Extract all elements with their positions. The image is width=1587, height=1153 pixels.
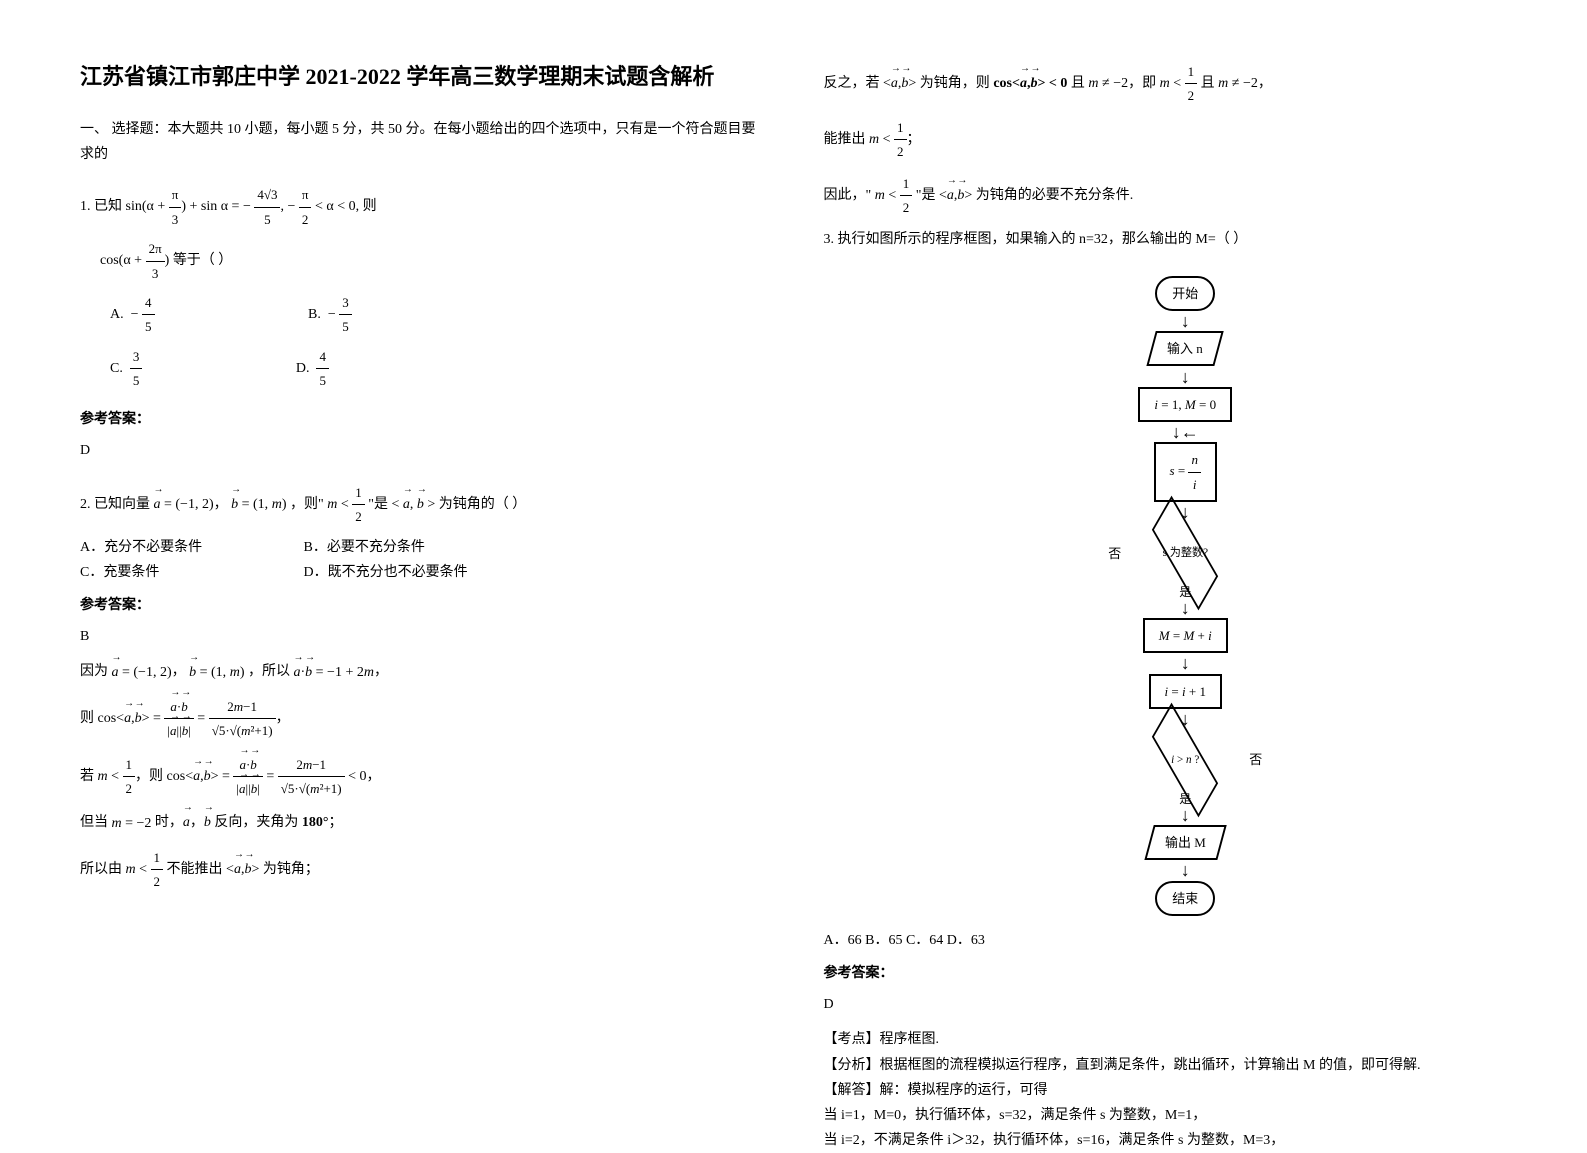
q3-answer: D (824, 992, 1508, 1017)
arrow-icon: ↓ (1181, 313, 1190, 329)
q2-angle: < a, b > (391, 492, 435, 517)
flow-cond1-text: s 为整数? (1163, 543, 1208, 563)
q1-optA: A. − 45 (110, 291, 255, 339)
q2-mid: ，则" (290, 497, 324, 512)
flow-assign-s: s = ni (1154, 442, 1217, 502)
flow-yes2: 是 (1179, 789, 1191, 811)
q1-optD: D. 45 (296, 345, 429, 393)
q2-optC: C．充要条件 (80, 560, 300, 585)
section-one-heading: 一、 选择题：本大题共 10 小题，每小题 5 分，共 50 分。在每小题给出的… (80, 117, 764, 167)
col2-line3: 因此，" m < 12 "是 <a,b> 为钝角的必要不充分条件. (824, 172, 1508, 220)
flow-output: 输出 M (1144, 825, 1226, 860)
q1-optC: C. 35 (110, 345, 242, 393)
q3-kaodian: 【考点】程序框图. (824, 1027, 1508, 1052)
jieda-text: 解：模拟程序的运行，可得 (880, 1083, 1048, 1098)
q2-cond: m < 12 (327, 481, 365, 529)
q2-sol1-dot: a·b = −1 + 2m (293, 660, 373, 685)
q2-answer-label: 参考答案： (80, 593, 764, 618)
q3-step1: 当 i=1，M=0，执行循环体，s=32，满足条件 s 为整数，M=1， (824, 1103, 1508, 1128)
arrow-icon: ↓ (1181, 655, 1190, 671)
q3-fenxi: 【分析】根据框图的流程模拟运行程序，直到满足条件，跳出循环，计算输出 M 的值，… (824, 1053, 1508, 1078)
flow-input-text: 输入 n (1167, 337, 1203, 360)
q2-sol1-a: a = (−1, 2) (112, 660, 172, 685)
flow-init: i = 1, M = 0 (1138, 387, 1232, 422)
q2-optB: B．必要不充分条件 (304, 540, 425, 555)
fenxi-label: 【分析】 (824, 1058, 880, 1073)
q1-formula1: sin(α + π3) + sin α = − 4√35, − π2 < α <… (126, 183, 360, 231)
q1-suffix: 则 (363, 199, 377, 214)
q2-sol5-cond: m < 12 (126, 846, 164, 894)
q2-prefix: 2. 已知向量 (80, 497, 150, 512)
q3-jieda: 【解答】解：模拟程序的运行，可得 (824, 1078, 1508, 1103)
col2-line1: 反之，若 <a,b> 为钝角，则 cos<a,b> < 0 且 m ≠ −2，即… (824, 60, 1508, 108)
q2-sol3: 若 m < 12，则 cos<a,b> = a·b|a||b| = 2m−1√5… (80, 753, 764, 801)
q2-sol2-f: cos<a,b> = a·b|a||b| = 2m−1√5·√(m²+1) (98, 695, 276, 743)
q2-mid2: "是 (368, 497, 388, 512)
q1-optB: B. − 35 (308, 291, 452, 339)
flowchart: 开始 ↓ 输入 n ↓ i = 1, M = 0 ↓← s = ni ↓ 否 s… (864, 274, 1508, 918)
right-column: 反之，若 <a,b> 为钝角，则 cos<a,b> < 0 且 m ≠ −2，即… (824, 60, 1508, 1062)
q1-prefix: 1. 已知 (80, 199, 122, 214)
q2-sol1: 因为 a = (−1, 2)， b = (1, m) ，所以 a·b = −1 … (80, 659, 764, 684)
flow-incI: i = i + 1 (1149, 674, 1222, 709)
arrow-icon: ↓ (1181, 369, 1190, 385)
q2-vec-a: a = (−1, 2) (154, 492, 214, 517)
q2-sol3-cond: m < 12 (98, 753, 136, 801)
q3-answer-label: 参考答案： (824, 961, 1508, 986)
q2-suffix: 为钝角的（ ） (439, 497, 527, 512)
flow-input: 输入 n (1147, 331, 1224, 366)
flow-no1: 否 (1108, 542, 1121, 565)
flow-cond2-text: i > n ? (1171, 750, 1199, 770)
q1-options-row2: C. 35 D. 45 (110, 345, 764, 393)
jieda-label: 【解答】 (824, 1083, 880, 1098)
q2-sol3-f: cos<a,b> = a·b|a||b| = 2m−1√5·√(m²+1) < … (167, 753, 367, 801)
q1-answer: D (80, 438, 764, 463)
question-2: 2. 已知向量 a = (−1, 2)， b = (1, m) ，则" m < … (80, 481, 764, 529)
q2-options-row1: A．充分不必要条件 B．必要不充分条件 (80, 535, 764, 560)
q1-cos: cos(α + 2π3) (100, 237, 169, 285)
arrow-icon: ↓← (1172, 424, 1199, 440)
q2-sol2: 则 cos<a,b> = a·b|a||b| = 2m−1√5·√(m²+1)， (80, 695, 764, 743)
q2-sol1-b: b = (1, m) (189, 660, 244, 685)
q2-options-row2: C．充要条件 D．既不充分也不必要条件 (80, 560, 764, 585)
q2-optA: A．充分不必要条件 (80, 535, 300, 560)
q1-answer-label: 参考答案： (80, 407, 764, 432)
q2-sol1-p1: 因为 (80, 664, 108, 679)
q2-sol4: 但当 m = −2 时，a，b 反向，夹角为 180°； (80, 810, 764, 835)
q3-step2: 当 i=2，不满足条件 i＞32，执行循环体，s=16，满足条件 s 为整数，M… (824, 1128, 1508, 1153)
q2-sol4-m: m = −2 (112, 811, 152, 836)
q2-answer: B (80, 624, 764, 649)
q2-optD: D．既不充分也不必要条件 (304, 565, 468, 580)
arrow-icon: ↓ (1181, 862, 1190, 878)
flow-end: 结束 (1155, 881, 1215, 916)
flow-output-text: 输出 M (1165, 831, 1206, 854)
kaodian-text: 程序框图. (880, 1032, 940, 1047)
flow-start: 开始 (1155, 276, 1215, 311)
q1-line2: cos(α + 2π3) 等于（ ） (100, 237, 764, 285)
q3-options: A．66 B．65 C．64 D．63 (824, 928, 1508, 953)
question-1: 1. 已知 sin(α + π3) + sin α = − 4√35, − π2… (80, 183, 764, 231)
fenxi-text: 根据框图的流程模拟运行程序，直到满足条件，跳出循环，计算输出 M 的值，即可得解… (880, 1058, 1421, 1073)
q2-sol5: 所以由 m < 12 不能推出 <a,b> 为钝角； (80, 846, 764, 894)
flow-yes1: 是 (1179, 582, 1191, 604)
q2-vec-b: b = (1, m) (231, 492, 286, 517)
q1-options-row1: A. − 45 B. − 35 (110, 291, 764, 339)
question-3: 3. 执行如图所示的程序框图，如果输入的 n=32，那么输出的 M=（ ） (824, 227, 1508, 252)
exam-title: 江苏省镇江市郭庄中学 2021-2022 学年高三数学理期末试题含解析 (80, 60, 764, 93)
left-column: 江苏省镇江市郭庄中学 2021-2022 学年高三数学理期末试题含解析 一、 选… (80, 60, 764, 1062)
q1-line2-suffix: 等于（ ） (173, 253, 233, 268)
flow-incM: M = M + i (1143, 618, 1228, 653)
flow-no2: 否 (1249, 748, 1262, 771)
col2-line2: 能推出 m < 12； (824, 116, 1508, 164)
kaodian-label: 【考点】 (824, 1032, 880, 1047)
